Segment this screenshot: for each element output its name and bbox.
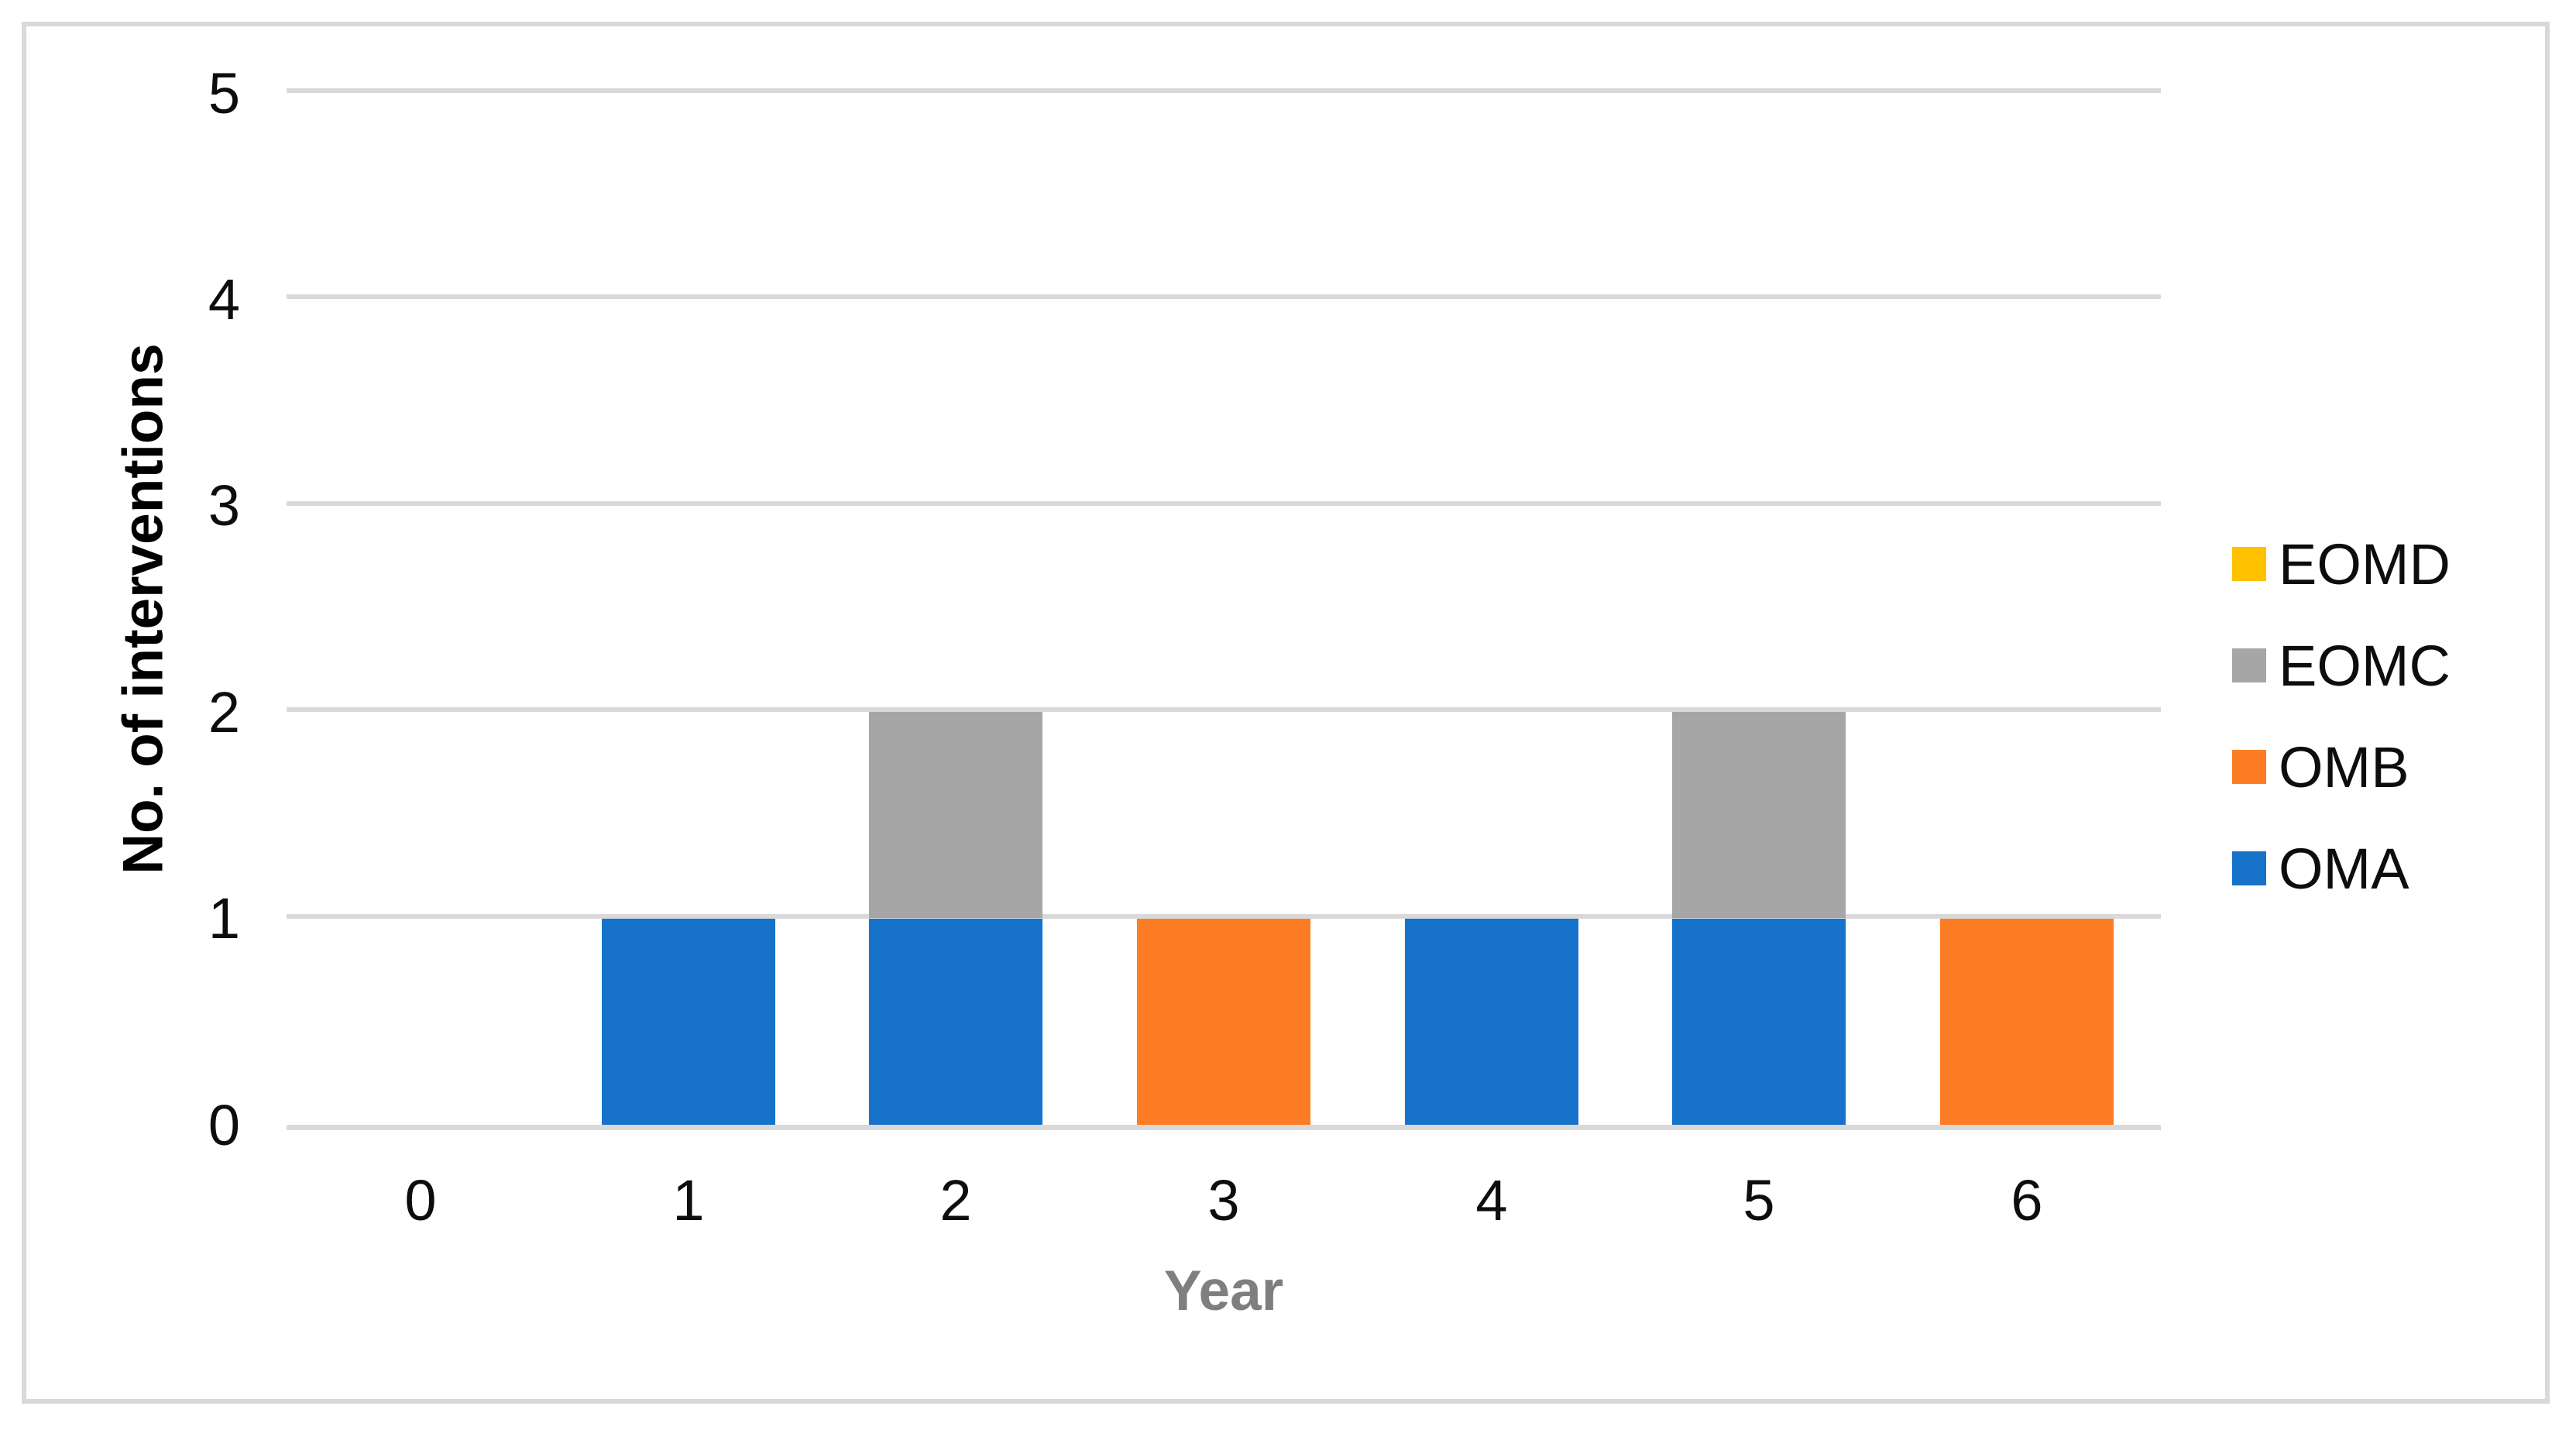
gridline-y3 bbox=[287, 500, 2161, 506]
legend-label-EOMC: EOMC bbox=[2279, 633, 2451, 698]
bar-segment-EOMC-year-2 bbox=[869, 712, 1042, 918]
legend-swatch-OMB bbox=[2232, 750, 2266, 784]
gridline-y4 bbox=[287, 294, 2161, 300]
legend-item-OMA: OMA bbox=[2232, 826, 2409, 911]
gridline-y5 bbox=[287, 88, 2161, 93]
x-tick-label-3: 3 bbox=[1207, 1167, 1240, 1232]
bar-segment-OMA-year-4 bbox=[1405, 919, 1578, 1125]
legend-swatch-EOMC bbox=[2232, 648, 2266, 682]
legend-label-EOMD: EOMD bbox=[2279, 531, 2451, 596]
y-axis-title: No. of interventions bbox=[112, 343, 175, 875]
x-tick-label-2: 2 bbox=[939, 1167, 972, 1232]
y-tick-label-4: 4 bbox=[208, 266, 240, 332]
bar-segment-OMB-year-3 bbox=[1137, 919, 1310, 1125]
legend-label-OMB: OMB bbox=[2279, 734, 2409, 799]
bar-segment-EOMC-year-5 bbox=[1672, 712, 1846, 918]
y-tick-label-5: 5 bbox=[208, 60, 240, 125]
bar-segment-OMA-year-2 bbox=[869, 919, 1042, 1125]
y-tick-label-1: 1 bbox=[208, 886, 240, 951]
gridline-y1 bbox=[287, 913, 2161, 919]
legend-item-OMB: OMB bbox=[2232, 724, 2409, 810]
legend-item-EOMC: EOMC bbox=[2232, 623, 2451, 708]
x-tick-label-6: 6 bbox=[2011, 1167, 2043, 1232]
legend-item-EOMD: EOMD bbox=[2232, 521, 2451, 607]
legend-swatch-OMA bbox=[2232, 851, 2266, 885]
x-tick-label-1: 1 bbox=[672, 1167, 705, 1232]
x-tick-label-5: 5 bbox=[1743, 1167, 1775, 1232]
x-axis-title: Year bbox=[1163, 1259, 1284, 1322]
bar-segment-OMB-year-6 bbox=[1940, 919, 2114, 1125]
legend-swatch-EOMD bbox=[2232, 547, 2266, 581]
x-axis-line bbox=[287, 1125, 2161, 1130]
x-tick-label-4: 4 bbox=[1475, 1167, 1508, 1232]
bar-segment-OMA-year-1 bbox=[602, 919, 775, 1125]
y-tick-label-3: 3 bbox=[208, 473, 240, 538]
y-tick-label-2: 2 bbox=[208, 679, 240, 744]
bar-segment-OMA-year-5 bbox=[1672, 919, 1846, 1125]
legend-label-OMA: OMA bbox=[2279, 836, 2409, 901]
chart-area-border bbox=[22, 22, 2550, 1404]
x-tick-label-0: 0 bbox=[404, 1167, 437, 1232]
y-tick-label-0: 0 bbox=[208, 1092, 240, 1157]
gridline-y2 bbox=[287, 707, 2161, 713]
